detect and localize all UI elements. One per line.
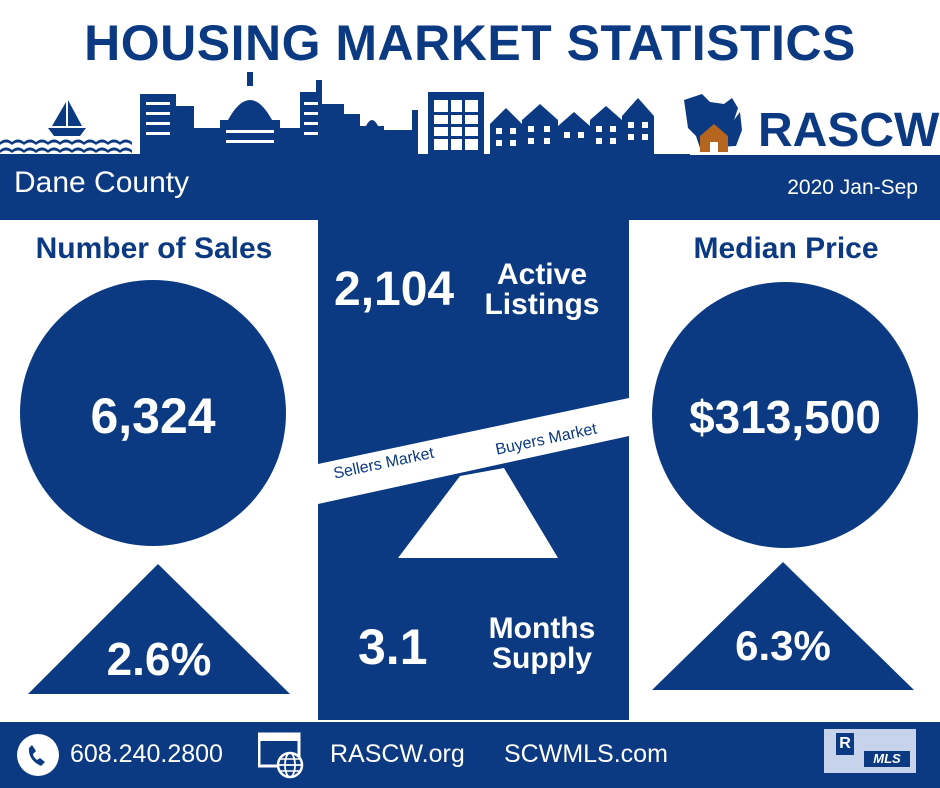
price-heading: Median Price [693, 232, 879, 265]
footer-bar [0, 722, 940, 788]
rascw-logo-text: RASCW [758, 104, 940, 157]
active-listings-label-line2: Listings [484, 288, 600, 321]
active-listings-value: 2,104 [334, 263, 455, 316]
footer-phone[interactable]: 608.240.2800 [70, 740, 223, 768]
months-supply-value: 3.1 [358, 619, 428, 675]
mls-badge: R MLS [824, 729, 916, 773]
sales-value: 6,324 [90, 388, 216, 444]
info-band [0, 155, 940, 220]
months-supply-label: Months Supply [470, 614, 614, 674]
sales-change-up-triangle [28, 564, 290, 694]
web-globe-icon [258, 732, 304, 779]
house-icon [700, 124, 728, 152]
sales-heading: Number of Sales [35, 232, 273, 265]
footer-site-rascw[interactable]: RASCW.org [330, 740, 465, 768]
price-value: $313,500 [689, 391, 881, 443]
realtor-logo: R [836, 733, 854, 755]
period-label: 2020 Jan-Sep [787, 176, 918, 199]
phone-icon [17, 734, 59, 776]
sales-circle [20, 280, 286, 546]
footer-site-scwmls[interactable]: SCWMLS.com [504, 740, 668, 768]
active-listings-label-line1: Active [496, 258, 588, 291]
city-skyline-illustration [0, 72, 690, 158]
price-circle [652, 282, 918, 548]
months-supply-label-line2: Supply [491, 642, 592, 675]
sales-change-value: 2.6% [106, 633, 212, 685]
region-label: Dane County [14, 166, 190, 199]
months-supply-label-line1: Months [488, 612, 596, 645]
mls-logo-text: MLS [864, 751, 910, 767]
page-title: HOUSING MARKET STATISTICS [84, 15, 856, 71]
wisconsin-map-icon [684, 94, 742, 152]
price-change-value: 6.3% [735, 622, 831, 669]
active-listings-label: Active Listings [470, 260, 614, 320]
market-scale-seesaw [318, 398, 629, 558]
price-change-up-triangle [652, 562, 914, 690]
